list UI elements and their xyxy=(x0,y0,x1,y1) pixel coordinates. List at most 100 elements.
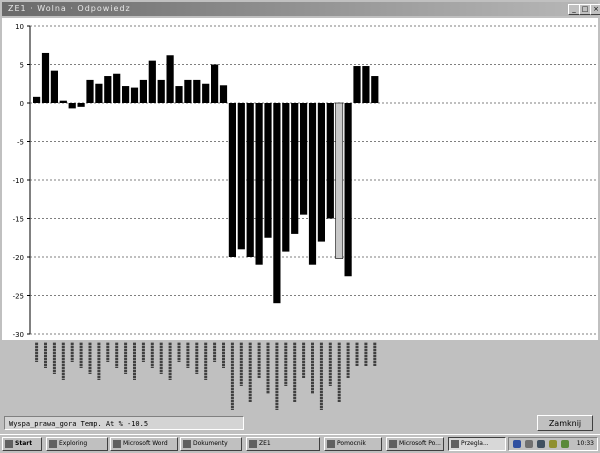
bar xyxy=(41,52,50,103)
taskbar-item-label: ZE1 xyxy=(259,440,271,447)
bar xyxy=(50,70,58,103)
x-tick-label-smudge xyxy=(159,342,163,374)
taskbar-item[interactable]: Dokumenty xyxy=(180,437,242,451)
tray-app-icon[interactable] xyxy=(549,440,557,448)
taskbar-item-active[interactable]: Przegla... xyxy=(448,437,506,451)
bar xyxy=(308,103,317,265)
x-tick-label-smudge xyxy=(88,342,92,374)
folder-icon xyxy=(183,440,191,448)
bar xyxy=(148,60,156,103)
x-tick-label-smudge xyxy=(337,342,341,402)
x-tick-label-smudge xyxy=(275,342,279,410)
bar xyxy=(77,103,85,107)
taskbar-item[interactable]: Exploring xyxy=(46,437,108,451)
close-window-button[interactable]: × xyxy=(590,4,600,15)
bar xyxy=(130,87,139,103)
x-tick-label-smudge xyxy=(373,342,377,366)
x-tick-label-smudge xyxy=(150,342,154,368)
x-tick-label-smudge xyxy=(79,342,83,368)
x-tick-label-smudge xyxy=(186,342,190,368)
clipboard-icon xyxy=(327,440,335,448)
x-tick-label-smudge xyxy=(44,342,47,368)
bar-highlighted xyxy=(335,102,344,259)
taskbar-item[interactable]: Microsoft Word xyxy=(110,437,178,451)
bar xyxy=(246,103,254,257)
x-tick-label-smudge xyxy=(141,342,145,362)
bar xyxy=(68,103,76,109)
tray-status-icon[interactable] xyxy=(561,440,569,448)
x-tick-label-smudge xyxy=(302,342,306,378)
bar xyxy=(353,66,361,103)
x-tick-label-smudge xyxy=(364,342,368,366)
start-button[interactable]: Start xyxy=(2,437,42,451)
speaker-icon[interactable] xyxy=(525,440,533,448)
x-tick-label-smudge xyxy=(248,342,252,402)
x-tick-label-smudge xyxy=(168,342,172,380)
close-button[interactable]: Zamknij xyxy=(537,415,593,431)
bar xyxy=(104,76,112,103)
bar xyxy=(211,64,219,103)
y-tick-label: 0 xyxy=(20,100,24,108)
y-tick-label: -15 xyxy=(13,216,24,224)
bar xyxy=(255,103,263,265)
bar xyxy=(113,73,121,103)
x-tick-label-smudge xyxy=(204,342,208,380)
powerpoint-icon xyxy=(389,440,397,448)
bar xyxy=(264,103,272,238)
bar xyxy=(202,83,210,103)
viewer-icon xyxy=(451,440,459,448)
network-icon[interactable] xyxy=(513,440,521,448)
x-axis-label-area xyxy=(2,340,598,414)
x-tick-label-smudge xyxy=(239,342,243,386)
y-tick-label: -30 xyxy=(13,331,24,339)
y-tick-label: 5 xyxy=(20,62,24,70)
x-tick-label-smudge xyxy=(35,342,39,362)
title-bar[interactable]: ZE1 · Wolna · Odpowiedz _ □ × xyxy=(2,2,600,16)
x-tick-label-smudge xyxy=(213,342,217,362)
bar xyxy=(95,83,103,103)
x-tick-label-smudge xyxy=(195,342,199,374)
system-tray: 10:33 xyxy=(508,437,598,451)
x-tick-label-smudge xyxy=(284,342,288,386)
word-icon xyxy=(113,440,121,448)
x-tick-label-smudge xyxy=(311,342,314,394)
y-tick-label: -25 xyxy=(13,293,24,301)
x-tick-label-smudge xyxy=(124,342,128,374)
bar xyxy=(291,103,299,234)
x-tick-label-smudge xyxy=(257,342,261,378)
x-tick-label-smudge xyxy=(115,342,119,368)
x-tick-label-smudge xyxy=(52,342,56,374)
y-tick-label: 10 xyxy=(15,23,24,31)
monitor-icon[interactable] xyxy=(537,440,545,448)
chart-plot-area: 10 5 0 -5 -10 -15 -20 -25 -30 xyxy=(2,18,598,340)
x-tick-label-smudge xyxy=(346,342,350,378)
taskbar-item-label: Exploring xyxy=(59,440,88,447)
x-tick-label-smudge xyxy=(230,342,234,410)
clock: 10:33 xyxy=(576,440,594,447)
bar xyxy=(228,103,236,257)
taskbar-item[interactable]: Pomocnik xyxy=(324,437,382,451)
x-tick-label-smudge xyxy=(177,342,181,362)
start-label: Start xyxy=(15,440,33,447)
taskbar-item-label: Przegla... xyxy=(461,440,489,447)
bar xyxy=(362,66,370,103)
bar-chart: 10 5 0 -5 -10 -15 -20 -25 -30 xyxy=(13,23,596,339)
bar xyxy=(86,79,94,103)
bar xyxy=(282,103,290,252)
bar xyxy=(122,86,130,103)
bar xyxy=(273,103,281,304)
taskbar-item[interactable]: Microsoft Po... xyxy=(386,437,444,451)
bar xyxy=(184,79,192,103)
x-axis-tick-labels xyxy=(35,342,377,410)
x-tick-label-smudge xyxy=(328,342,332,386)
bar xyxy=(344,103,352,277)
bar xyxy=(139,79,147,103)
x-tick-label-smudge xyxy=(61,342,65,380)
x-tick-label-smudge xyxy=(319,342,323,410)
explorer-icon xyxy=(49,440,57,448)
bar xyxy=(317,103,325,242)
taskbar-item[interactable]: ZE1 xyxy=(246,437,320,451)
window-title: ZE1 · Wolna · Odpowiedz xyxy=(8,4,131,13)
bar xyxy=(219,85,228,103)
y-tick-label: -10 xyxy=(13,177,24,185)
